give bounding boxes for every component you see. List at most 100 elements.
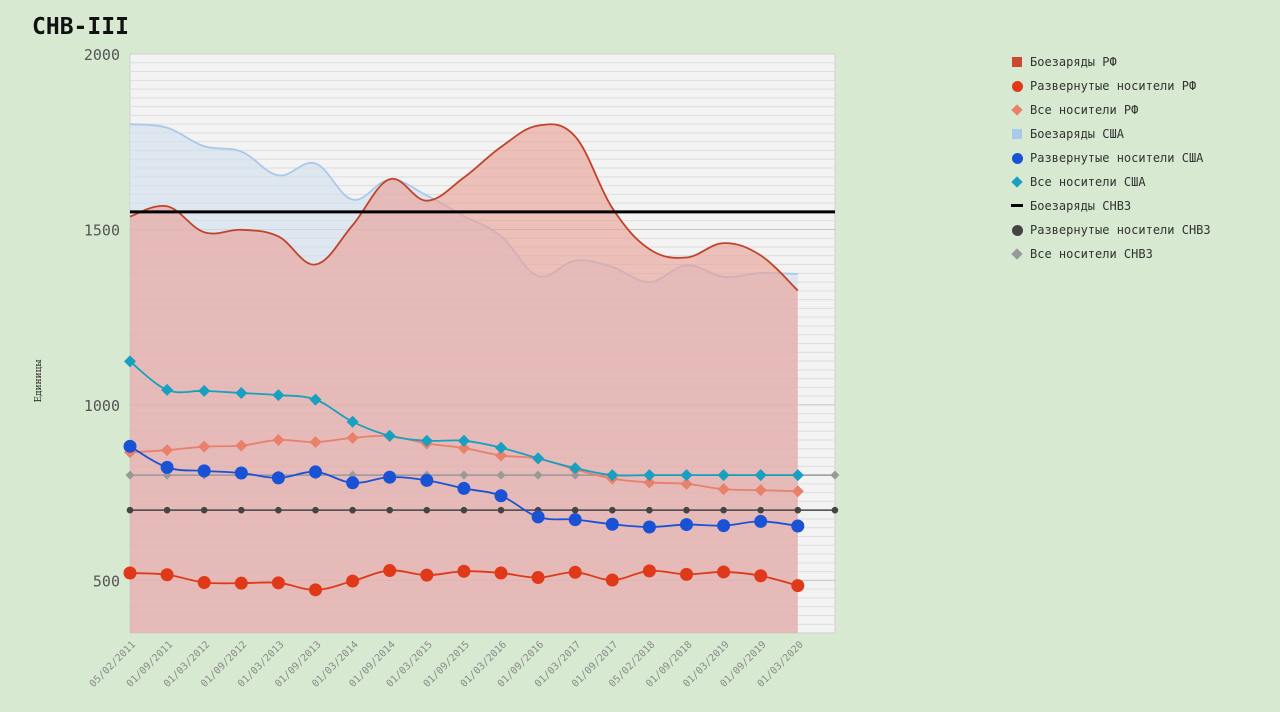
data-point (235, 439, 248, 452)
treaty-deployed-point (683, 506, 690, 514)
data-point (457, 564, 471, 578)
treaty-deployed-point (794, 506, 802, 514)
data-point (309, 393, 322, 406)
data-point (160, 460, 174, 474)
treaty-total-point (125, 470, 135, 480)
square-marker-icon (1011, 128, 1023, 140)
treaty-deployed-point (757, 506, 764, 514)
legend-label: Развернутые носители РФ (1030, 79, 1197, 93)
data-point (531, 510, 545, 524)
legend-item[interactable]: Развернутые носители США (1011, 146, 1211, 170)
data-point (271, 576, 285, 590)
data-point (234, 576, 248, 590)
treaty-deployed-point (423, 506, 431, 514)
circle-marker-icon (1011, 152, 1023, 164)
data-point (643, 476, 656, 489)
data-point (569, 462, 582, 475)
treaty-deployed-point (238, 506, 245, 514)
data-point (717, 469, 730, 482)
data-point (717, 483, 730, 496)
legend-label: Все носители США (1030, 175, 1146, 189)
data-point (161, 444, 174, 457)
treaty-deployed-point (386, 506, 394, 514)
treaty-deployed-point (163, 506, 171, 514)
data-point (717, 519, 731, 533)
data-point (197, 575, 211, 589)
data-point (234, 466, 248, 480)
treaty-deployed-point (460, 506, 468, 514)
legend-item[interactable]: Боезаряды РФ (1011, 50, 1211, 74)
y-tick-label: 2000 (84, 46, 120, 64)
circle-marker-icon (1011, 224, 1023, 236)
y-axis-label: Единицы (34, 359, 44, 402)
data-point (791, 485, 804, 498)
treaty-total-point (496, 470, 506, 480)
area-line (129, 123, 799, 292)
data-point (495, 441, 507, 454)
legend-item[interactable]: Боезаряды СНВ3 (1011, 194, 1211, 218)
data-point (346, 415, 359, 428)
treaty-deployed-point (831, 506, 839, 514)
data-point (605, 517, 619, 531)
data-point (568, 565, 582, 579)
data-point (457, 442, 470, 455)
data-point (383, 429, 396, 442)
data-point (309, 465, 322, 479)
data-point (642, 564, 656, 578)
y-tick-label: 1000 (84, 397, 120, 415)
data-point (754, 484, 767, 497)
legend-label: Все носители СНВ3 (1030, 247, 1153, 261)
data-point (680, 567, 693, 581)
data-point (680, 518, 693, 532)
data-point (346, 431, 359, 444)
data-point (495, 449, 507, 462)
data-point (680, 469, 693, 482)
treaty-deployed-point (646, 506, 653, 514)
line-marker-icon (1011, 200, 1023, 212)
data-point (717, 565, 731, 579)
legend-label: Боезаряды РФ (1030, 55, 1117, 69)
legend-item[interactable]: Все носители СНВ3 (1011, 242, 1211, 266)
legend-item[interactable]: Все носители США (1011, 170, 1211, 194)
data-point (235, 386, 248, 399)
data-point (198, 440, 211, 453)
data-point (420, 473, 434, 487)
chart-title: CHB-III (32, 14, 129, 40)
data-point (123, 566, 137, 580)
data-point (791, 519, 805, 533)
data-point (198, 384, 211, 397)
data-point (272, 434, 285, 446)
data-point (309, 436, 322, 449)
legend-label: Боезаряды США (1030, 127, 1124, 141)
legend-item[interactable]: Все носители РФ (1011, 98, 1211, 122)
data-point (494, 489, 508, 503)
data-point (123, 439, 137, 453)
y-tick-label: 500 (93, 572, 120, 590)
legend-label: Боезаряды СНВ3 (1030, 199, 1132, 213)
diamond-marker-icon (1011, 176, 1023, 188)
data-point (791, 579, 805, 593)
data-point (494, 566, 508, 580)
legend-item[interactable]: Развернутые носители СНВ3 (1011, 218, 1211, 242)
data-point (383, 564, 397, 578)
data-point (754, 514, 768, 528)
data-point (531, 571, 545, 585)
legend-item[interactable]: Развернутые носители РФ (1011, 74, 1211, 98)
area-fill (130, 124, 798, 633)
treaty-total-point (533, 470, 543, 480)
data-point (197, 464, 211, 478)
treaty-total-point (830, 470, 840, 480)
data-point (605, 573, 619, 587)
data-point (532, 452, 545, 465)
legend-label: Развернутые носители США (1030, 151, 1204, 165)
data-point (754, 569, 768, 583)
data-point (160, 568, 174, 582)
data-point (642, 520, 656, 534)
data-point (457, 481, 471, 495)
data-point (680, 477, 693, 490)
chart-legend: Боезаряды РФ Развернутые носители РФ Все н… (1011, 50, 1211, 266)
legend-item[interactable]: Боезаряды США (1011, 122, 1211, 146)
treaty-deployed-point (571, 506, 579, 514)
data-point (643, 469, 656, 482)
